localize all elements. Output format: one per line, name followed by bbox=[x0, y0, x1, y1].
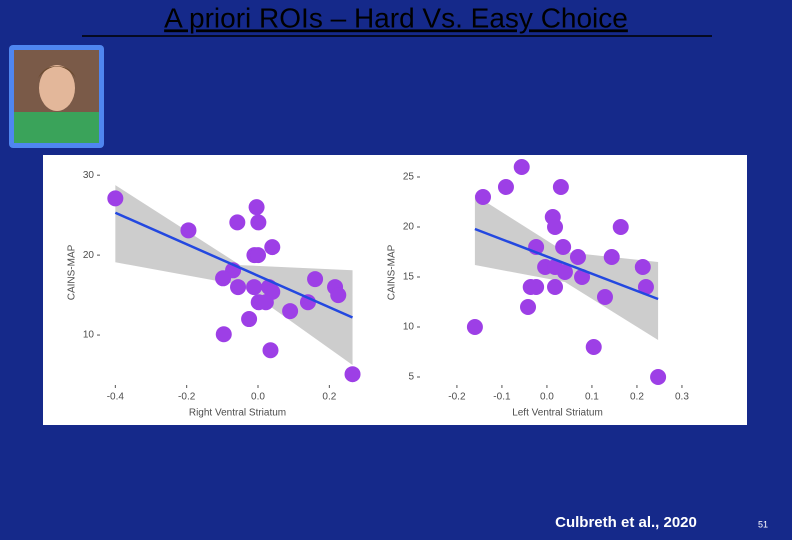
data-point bbox=[513, 159, 530, 175]
data-point bbox=[264, 239, 281, 256]
fit-line bbox=[474, 227, 659, 301]
y-tick-label: 10 bbox=[83, 330, 95, 341]
photo-face bbox=[39, 65, 75, 111]
x-tick-label: 0.1 bbox=[585, 392, 599, 403]
data-point bbox=[257, 294, 274, 311]
y-tick-label: 10 bbox=[403, 322, 415, 333]
data-point bbox=[282, 303, 299, 320]
y-tick-label: 15 bbox=[403, 272, 415, 283]
y-tick-label: 25 bbox=[403, 172, 415, 183]
data-point bbox=[330, 287, 347, 304]
charts: 10 20 30 -0.4 -0.2 0.0 0.2 Right Ventral Striat… bbox=[67, 159, 689, 419]
y-tick-label: 30 bbox=[83, 170, 95, 181]
data-point bbox=[241, 311, 258, 328]
x-tick-label: 0.3 bbox=[675, 392, 689, 403]
data-point bbox=[466, 319, 483, 335]
data-point bbox=[637, 279, 654, 295]
x-tick-label: -0.4 bbox=[107, 392, 125, 403]
data-point bbox=[250, 247, 267, 264]
y-tick-label: 20 bbox=[403, 222, 415, 233]
data-point bbox=[555, 239, 572, 255]
x-tick-label: 0.0 bbox=[251, 392, 265, 403]
data-point bbox=[215, 270, 232, 287]
data-point bbox=[520, 299, 537, 315]
x-tick-label: 0.2 bbox=[630, 392, 644, 403]
data-point bbox=[230, 279, 247, 296]
x-tick-label: -0.1 bbox=[493, 392, 511, 403]
data-point bbox=[475, 189, 492, 205]
x-tick-label: 0.2 bbox=[322, 392, 336, 403]
x-tick-label: 0.0 bbox=[540, 392, 554, 403]
data-point bbox=[634, 259, 651, 275]
data-point bbox=[248, 199, 265, 216]
data-point bbox=[344, 366, 361, 383]
photo-shirt bbox=[14, 112, 99, 143]
data-point bbox=[650, 369, 667, 385]
x-tick-label: -0.2 bbox=[178, 392, 196, 403]
fit-line bbox=[114, 211, 354, 319]
scatter-chart: 10 20 30 -0.4 -0.2 0.0 0.2 Right Ventral Striat… bbox=[67, 170, 361, 419]
data-point bbox=[596, 289, 613, 305]
y-tick-label: 20 bbox=[83, 250, 95, 261]
data-point bbox=[574, 269, 591, 285]
data-point bbox=[547, 279, 564, 295]
data-point bbox=[547, 219, 564, 235]
x-axis-label: Right Ventral Striatum bbox=[189, 408, 286, 419]
y-axis-label: CAINS-MAP bbox=[387, 244, 398, 300]
citation: Culbreth et al., 2020 bbox=[555, 514, 697, 531]
slide-title: A priori ROIs – Hard Vs. Easy Choice bbox=[164, 2, 628, 33]
data-point bbox=[246, 279, 263, 296]
page-number: 51 bbox=[758, 519, 768, 529]
photo bbox=[9, 45, 104, 148]
y-tick-label: 5 bbox=[408, 372, 414, 383]
data-point bbox=[215, 326, 232, 343]
y-axis-label: CAINS-MAP bbox=[67, 244, 78, 300]
data-point bbox=[603, 249, 620, 265]
data-point bbox=[612, 219, 629, 235]
data-point bbox=[250, 214, 267, 231]
data-point bbox=[497, 179, 514, 195]
data-point bbox=[556, 264, 573, 280]
data-point bbox=[262, 342, 279, 359]
photo-hair bbox=[38, 66, 76, 78]
scatter-chart: 5 10 15 20 25 -0.2 -0.1 0.0 0.1 0.2 0.3 Left Ventra… bbox=[387, 159, 689, 419]
x-axis-label: Left Ventral Striatum bbox=[512, 408, 603, 419]
data-point bbox=[107, 190, 124, 207]
data-point bbox=[569, 249, 586, 265]
x-tick-label: -0.2 bbox=[448, 392, 466, 403]
data-point bbox=[307, 271, 324, 288]
data-point bbox=[180, 222, 197, 239]
data-point bbox=[229, 214, 246, 231]
data-point bbox=[552, 179, 569, 195]
data-point bbox=[585, 339, 602, 355]
data-point bbox=[528, 279, 545, 295]
